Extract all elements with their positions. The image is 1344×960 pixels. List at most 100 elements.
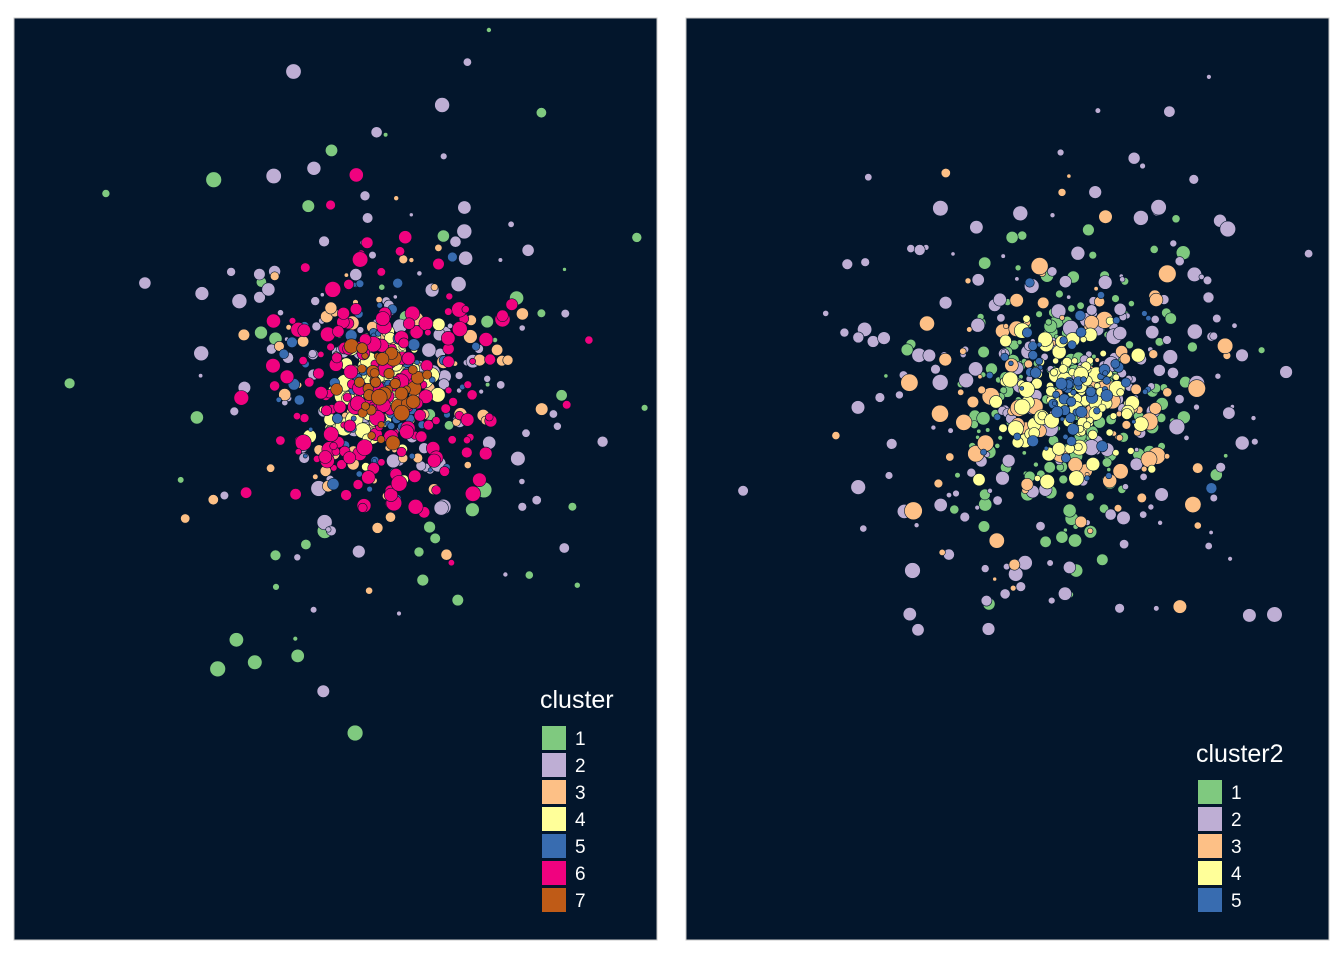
point-cluster-5 (1013, 432, 1022, 441)
point-cluster-2 (968, 361, 984, 377)
point-cluster-2 (1279, 365, 1293, 379)
point-cluster-1 (1085, 492, 1095, 502)
point-cluster-1 (1033, 461, 1039, 468)
point-cluster-2 (884, 471, 894, 480)
point-cluster-6 (409, 325, 424, 340)
point-cluster-2 (1088, 185, 1102, 199)
point-cluster-1 (976, 428, 982, 434)
point-cluster-2 (253, 291, 266, 304)
point-cluster-2 (1206, 74, 1212, 80)
point-cluster-6 (361, 236, 374, 249)
point-cluster-3 (1065, 490, 1075, 500)
point-cluster-2 (1150, 199, 1167, 216)
point-cluster-3 (434, 243, 443, 252)
point-cluster-6 (418, 389, 433, 404)
point-cluster-6 (448, 397, 458, 407)
point-cluster-7 (360, 401, 370, 411)
point-cluster-6 (240, 486, 253, 499)
point-cluster-6 (298, 356, 308, 366)
point-cluster-1 (1171, 214, 1181, 224)
point-cluster-3 (1163, 453, 1171, 460)
point-cluster-2 (449, 235, 462, 248)
point-cluster-2 (408, 212, 414, 218)
point-cluster-2 (370, 126, 383, 139)
point-cluster-2 (1119, 276, 1126, 283)
point-cluster-2 (1153, 364, 1166, 377)
point-cluster-6 (415, 430, 428, 443)
point-cluster-3 (919, 315, 935, 332)
point-cluster-2 (416, 270, 423, 277)
point-cluster-1 (1068, 533, 1083, 548)
point-cluster-1 (269, 549, 282, 561)
point-cluster-1 (324, 143, 338, 157)
point-cluster-7 (406, 394, 421, 409)
legend-swatch-6 (542, 861, 566, 885)
point-cluster-3 (1066, 173, 1072, 179)
cluster2-map-panel: cluster2 1 2 3 4 5 (685, 17, 1330, 941)
point-cluster-5 (1075, 326, 1087, 338)
point-cluster-2 (1086, 304, 1098, 316)
point-cluster-6 (317, 350, 325, 358)
point-cluster-1 (1082, 223, 1095, 237)
point-cluster-4 (1050, 368, 1059, 377)
point-cluster-2 (1104, 508, 1117, 521)
point-cluster-6 (431, 485, 442, 496)
point-cluster-2 (1127, 151, 1141, 165)
point-cluster-3 (463, 461, 472, 469)
point-cluster-1 (209, 660, 226, 678)
point-cluster-1 (977, 345, 990, 359)
point-cluster-2 (1015, 581, 1026, 592)
point-cluster-2 (396, 610, 402, 617)
point-cluster-1 (1043, 461, 1056, 474)
point-cluster-3 (933, 478, 944, 489)
point-cluster-2 (902, 607, 917, 622)
point-cluster-2 (318, 235, 330, 248)
legend-swatch-7 (542, 888, 566, 912)
point-cluster-3 (491, 343, 504, 356)
point-cluster-5 (1080, 376, 1087, 383)
point-cluster-2 (1169, 239, 1178, 248)
point-cluster-2 (478, 388, 484, 395)
point-cluster-1 (949, 504, 960, 515)
point-cluster-4 (1083, 421, 1091, 430)
legend-swatch-2 (542, 753, 566, 777)
point-cluster-3 (1030, 257, 1049, 276)
point-cluster-7 (375, 352, 390, 366)
point-cluster-6 (343, 419, 357, 432)
point-cluster-2 (950, 251, 956, 257)
point-cluster-6 (356, 439, 373, 456)
point-cluster-2 (981, 622, 996, 636)
point-cluster-1 (1128, 300, 1135, 307)
point-cluster-2 (1001, 454, 1016, 468)
point-cluster-2 (1134, 447, 1140, 453)
point-cluster-7 (371, 389, 388, 406)
point-cluster-4 (1034, 474, 1041, 482)
point-cluster-5 (1035, 357, 1043, 366)
point-cluster-6 (479, 446, 493, 461)
point-cluster-2 (1186, 266, 1202, 283)
point-cluster-2 (737, 485, 749, 497)
point-cluster-2 (138, 276, 152, 290)
point-cluster-2 (362, 212, 374, 224)
point-cluster-2 (521, 243, 535, 257)
legend-label-3: 3 (575, 783, 586, 804)
point-cluster-6 (314, 386, 328, 400)
point-cluster-4 (1002, 371, 1019, 388)
point-cluster-2 (316, 514, 333, 531)
point-cluster-4 (1105, 428, 1114, 437)
point-cluster-2 (226, 267, 236, 277)
point-cluster-6 (472, 472, 487, 487)
point-cluster-3 (959, 347, 967, 355)
point-cluster-1 (1096, 553, 1109, 566)
point-cluster-5 (1145, 315, 1152, 322)
point-cluster-2 (553, 421, 562, 431)
point-cluster-2 (521, 428, 531, 438)
point-cluster-6 (336, 459, 347, 470)
point-cluster-5 (1066, 396, 1077, 407)
point-cluster-3 (408, 257, 415, 263)
point-cluster-3 (938, 548, 946, 556)
point-cluster-3 (1008, 558, 1021, 571)
point-cluster-3 (385, 511, 396, 523)
point-cluster-7 (407, 364, 418, 375)
point-cluster-2 (1094, 107, 1101, 114)
